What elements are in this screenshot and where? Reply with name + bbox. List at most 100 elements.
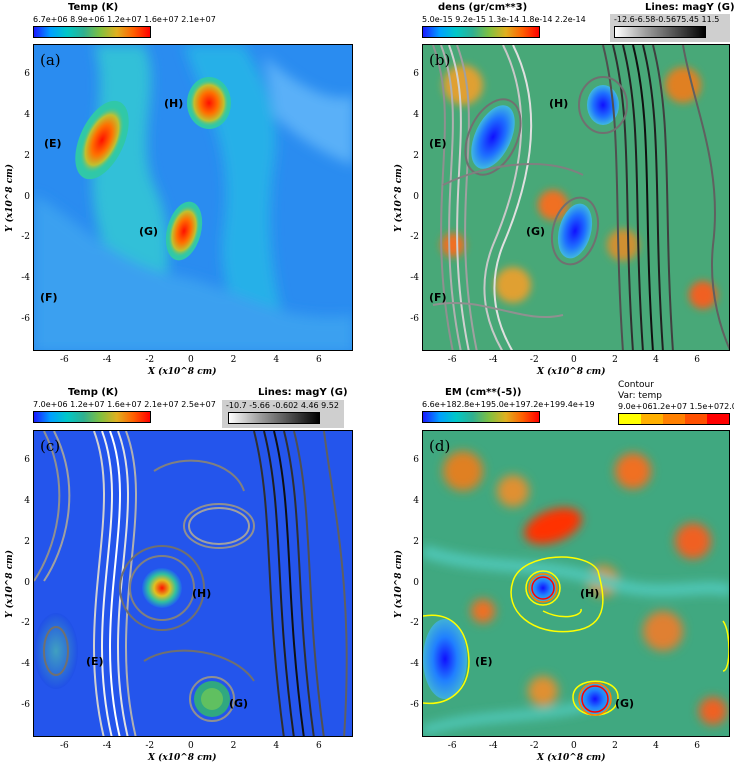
plot-b: (b) (H) (E) (G) (F) [422,44,730,351]
contour-bar-subtitle: Var: temp [618,391,662,401]
y-tick-label: -4 [410,659,419,670]
colorbar-d-title: EM (cm**(-5)) [445,387,522,398]
lines-bar-b-ticks: -12.6-6.58-0.5675.45 11.5 [614,15,720,24]
y-tick-label: 2 [413,150,419,161]
x-tick-label: 2 [230,355,237,365]
y-tick-label: -2 [410,232,419,243]
region-label-g: (G) [229,697,249,710]
plot-c: (c) (H) (E) (G) [33,430,353,737]
region-label-h: (H) [580,587,600,600]
y-axis-label-a: Y (x10^8 cm) [5,164,15,232]
x-tick-label: -4 [488,355,498,365]
y-tick-label: -4 [21,273,30,284]
lines-bar-c [228,412,320,424]
region-label-e: (E) [429,137,447,150]
x-tick-label: 6 [316,355,322,365]
x-tick-label: -2 [529,741,539,751]
y-axis-label-c: Y (x10^8 cm) [5,550,15,618]
lines-bar-b-title: Lines: magY (G) [645,2,734,13]
x-tick-label: 4 [273,741,280,751]
region-label-e: (E) [44,137,62,150]
colorbar-c-title: Temp (K) [68,387,119,398]
x-tick-label: -6 [60,741,69,751]
x-tick-label: -4 [102,741,112,751]
x-tick-label: 4 [273,355,280,365]
x-tick-label: -2 [529,355,539,365]
y-tick-label: -6 [21,314,30,325]
x-axis-label-b: X (x10^8 cm) [537,367,606,377]
x-tick-label: -2 [145,741,155,751]
lines-bar-c-title: Lines: magY (G) [258,387,348,398]
x-tick-label: 4 [653,741,659,751]
x-tick-label: 0 [188,741,194,751]
y-tick-label: -6 [410,700,419,711]
y-tick-label: 2 [413,536,419,547]
y-tick-label: -4 [21,659,30,670]
x-tick-label: 0 [188,355,194,365]
heatmap-a [34,45,352,350]
y-axis-label-d: Y (x10^8 cm) [394,550,404,618]
colorbar-c-ticks: 7.0e+06 1.2e+07 1.6e+07 2.1e+07 2.5e+07 [33,400,216,409]
y-tick-label: 0 [413,191,419,202]
contour-bar [618,413,730,425]
y-axis-label-b: Y (x10^8 cm) [394,164,404,232]
y-tick-label: -2 [410,618,419,629]
panel-label-a: (a) [40,51,61,69]
y-tick-label: 4 [24,495,30,506]
y-tick-label: 6 [24,68,30,79]
region-label-h: (H) [192,587,212,600]
colorbar-d-ticks: 6.6e+182.8e+195.0e+197.2e+199.4e+19 [422,400,595,409]
colorbar-a [33,26,151,38]
colorbar-a-ticks: 6.7e+06 8.9e+06 1.2e+07 1.6e+07 2.1e+07 [33,15,216,24]
x-tick-label: -4 [488,741,498,751]
region-label-h: (H) [549,97,569,110]
x-tick-label: 6 [316,741,322,751]
contour-bar-title: Contour [618,380,654,390]
region-label-f: (F) [40,291,58,304]
region-label-g: (G) [615,697,635,710]
region-label-f: (F) [429,291,447,304]
y-tick-label: -2 [21,232,30,243]
region-label-g: (G) [526,225,546,238]
y-tick-label: -6 [410,314,419,325]
y-tick-label: 0 [24,191,30,202]
y-tick-label: 4 [24,109,30,120]
y-tick-label: -4 [410,273,419,284]
plot-d: (d) (H) (E) (G) [422,430,730,737]
x-tick-label: -6 [447,355,457,365]
x-tick-label: -2 [145,355,155,365]
x-tick-label: 6 [694,355,700,365]
x-tick-label: 4 [653,355,659,365]
region-label-h: (H) [164,97,184,110]
heatmap-d [423,431,729,736]
x-tick-label: 0 [571,741,577,751]
colorbar-a-title: Temp (K) [68,2,119,13]
x-tick-label: -6 [447,741,457,751]
region-label-g: (G) [139,225,159,238]
panel-label-b: (b) [429,51,451,69]
y-tick-label: 6 [413,68,419,79]
colorbar-d [422,411,540,423]
x-tick-label: 2 [612,355,618,365]
y-tick-label: 2 [24,150,30,161]
y-tick-label: 0 [24,577,30,588]
x-tick-label: -6 [60,355,69,365]
x-tick-label: 2 [612,741,618,751]
lines-bar-b [614,26,706,38]
heatmap-b [423,45,729,350]
y-tick-label: 6 [24,454,30,465]
y-tick-label: 4 [413,495,419,506]
x-tick-label: 0 [571,355,577,365]
x-axis-label-a: X (x10^8 cm) [148,367,217,377]
y-tick-label: 2 [24,536,30,547]
region-label-e: (E) [86,655,104,668]
x-tick-label: -4 [102,355,112,365]
x-axis-label-d: X (x10^8 cm) [537,753,606,763]
panel-label-d: (d) [429,437,451,455]
x-tick-label: 2 [230,741,237,751]
panel-label-c: (c) [40,437,61,455]
colorbar-b-ticks: 5.0e-15 9.2e-15 1.3e-14 1.8e-14 2.2e-14 [422,15,586,24]
colorbar-c [33,411,151,423]
y-tick-label: -2 [21,618,30,629]
y-tick-label: 6 [413,454,419,465]
